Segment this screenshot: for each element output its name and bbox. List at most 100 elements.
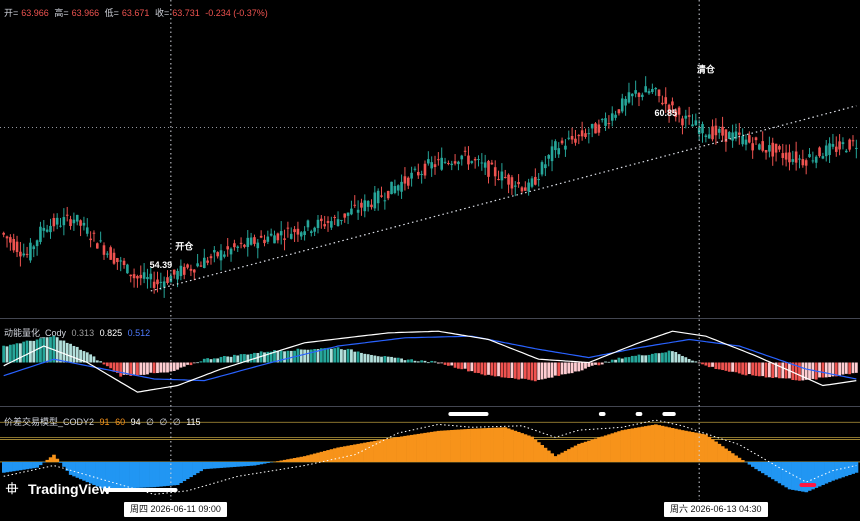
candle-body <box>216 252 219 257</box>
momentum-bar <box>450 362 454 366</box>
momentum-bar <box>206 358 210 363</box>
candle-body <box>353 204 357 206</box>
candle-body <box>687 115 691 117</box>
model-signal-marker <box>635 412 643 416</box>
momentum-bar <box>52 335 56 363</box>
momentum-bar <box>72 345 76 363</box>
candle-body <box>620 98 624 112</box>
model-area-slice <box>52 454 56 462</box>
model-area-slice <box>296 457 300 462</box>
candle-body <box>75 214 79 222</box>
candle-body <box>52 218 56 227</box>
spread-model-legend[interactable]: 价差交易模型_CODY2 91 60 94 ∅ ∅ ∅ 115 <box>4 415 204 428</box>
candle-body <box>343 213 347 218</box>
model-area-slice <box>175 461 180 486</box>
momentum-bar <box>45 337 49 363</box>
momentum-legend[interactable]: 动能量化_Cody 0.313 0.825 0.512 <box>4 326 153 339</box>
candle-body <box>577 135 581 137</box>
tradingview-logo[interactable]: ⯐ TradingView <box>6 478 110 505</box>
momentum-bar <box>457 362 460 369</box>
momentum-bar <box>15 343 19 363</box>
candle-body <box>594 123 597 134</box>
momentum-bar <box>834 362 838 377</box>
candle-body <box>734 131 738 139</box>
model-area-slice <box>751 461 755 467</box>
model-area-slice <box>740 460 745 462</box>
candle-body <box>544 164 547 169</box>
momentum-bar <box>410 359 414 363</box>
momentum-bar <box>721 362 724 371</box>
candle-body <box>112 252 116 264</box>
momentum-bar <box>660 352 664 363</box>
candle-body <box>440 157 444 170</box>
candle-body <box>346 212 350 216</box>
candle-body <box>390 181 393 195</box>
candle-body <box>32 246 36 250</box>
momentum-bar <box>416 361 420 363</box>
model-area-slice <box>202 461 207 470</box>
candle-body <box>12 239 16 251</box>
momentum-bar <box>182 362 186 367</box>
candle-body <box>590 123 594 129</box>
candle-body <box>801 159 805 166</box>
model-area-slice <box>339 446 344 462</box>
crosshair-time-left: 周四 2026-06-11 09:00 <box>124 502 227 517</box>
candle-body <box>403 176 407 184</box>
momentum-bar <box>567 362 571 374</box>
candle-body <box>824 145 828 157</box>
momentum-bar <box>373 355 377 363</box>
momentum-bar <box>851 362 855 374</box>
candle-body <box>199 265 203 267</box>
candle-body <box>273 235 276 244</box>
momentum-bar <box>176 362 179 370</box>
candle-body <box>527 182 530 192</box>
momentum-bar <box>102 362 106 365</box>
momentum-bar <box>594 362 597 365</box>
momentum-bar <box>400 358 403 363</box>
candle-body <box>584 133 587 137</box>
model-area-slice <box>403 435 407 462</box>
momentum-bar <box>246 354 250 363</box>
momentum-bar <box>443 362 447 365</box>
candle-body <box>196 263 199 267</box>
momentum-bar <box>473 362 477 373</box>
model-area-slice <box>650 424 655 462</box>
momentum-bar <box>694 361 698 363</box>
momentum-bar <box>8 344 12 363</box>
model-area-slice <box>847 461 852 476</box>
model-area-slice <box>135 461 140 488</box>
momentum-bar <box>547 362 551 378</box>
model-area-slice <box>88 461 93 484</box>
model-signal-marker <box>799 483 817 487</box>
candle-body <box>564 145 567 150</box>
model-area-slice <box>660 425 665 462</box>
momentum-bar <box>166 362 169 373</box>
momentum-bar <box>249 353 253 363</box>
candle-body <box>460 155 464 160</box>
candle-body <box>547 155 551 159</box>
candle-body <box>701 124 704 134</box>
candle-body <box>15 241 19 252</box>
momentum-bar <box>614 359 617 363</box>
candle-body <box>644 86 647 93</box>
candle-body <box>289 233 293 239</box>
candle-body <box>761 141 765 151</box>
model-area-slice <box>309 454 314 462</box>
momentum-bar <box>507 362 510 379</box>
momentum-bar <box>436 362 440 364</box>
candle-body <box>513 185 517 187</box>
momentum-bar <box>500 362 504 378</box>
support-trend-line <box>150 105 857 292</box>
momentum-bar <box>557 362 561 376</box>
model-area-slice <box>423 432 427 462</box>
momentum-bar <box>824 362 828 378</box>
model-area-slice <box>781 461 785 486</box>
candle-body <box>841 142 845 145</box>
model-area-slice <box>453 429 458 462</box>
candle-body <box>236 246 240 248</box>
model-area-slice <box>543 447 548 462</box>
model-area-slice <box>259 461 264 465</box>
model-area-slice <box>841 461 845 478</box>
model-area-slice <box>526 435 531 462</box>
